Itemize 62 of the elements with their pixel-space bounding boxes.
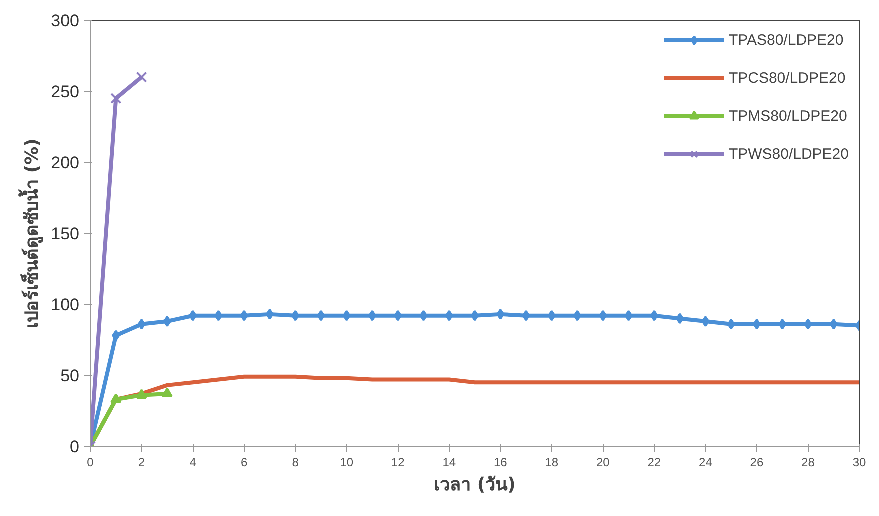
x-tick-label: 14: [442, 456, 456, 470]
x-tick-label: 22: [648, 456, 662, 470]
legend-label: TPWS80/LDPE20: [728, 146, 849, 162]
point: [292, 310, 300, 322]
point: [138, 318, 146, 330]
point: [162, 388, 173, 398]
point: [752, 318, 761, 330]
legend-label: TPAS80/LDPE20: [728, 32, 844, 48]
x-tick-label: 12: [391, 456, 406, 470]
legend-label: TPMS80/LDPE20: [728, 108, 848, 124]
point: [420, 310, 428, 322]
point: [342, 310, 351, 322]
x-tick-label: 10: [340, 456, 354, 470]
point: [574, 310, 582, 322]
point: [240, 310, 248, 322]
point: [189, 310, 198, 322]
point: [624, 310, 633, 322]
y-tick-label: 250: [51, 82, 80, 102]
x-tick-label: 8: [292, 456, 300, 470]
point: [599, 310, 608, 322]
x-tick-label: 6: [240, 456, 248, 470]
x-tick-label: 18: [545, 456, 559, 470]
point: [394, 310, 402, 322]
point: [110, 93, 122, 104]
point: [548, 310, 556, 322]
y-tick-label: 100: [51, 296, 80, 314]
x-tick-label: 4: [190, 456, 197, 470]
point: [110, 393, 122, 404]
point: [676, 313, 684, 324]
point: [136, 72, 148, 83]
x-tick-label: 28: [802, 456, 816, 470]
point: [445, 310, 454, 322]
y-tick-label: 300: [51, 12, 80, 30]
point: [266, 308, 274, 320]
y-tick-label: 50: [60, 366, 80, 386]
x-tick-label: 2: [138, 456, 146, 470]
point: [496, 308, 505, 320]
y-tick-label: 200: [51, 154, 80, 172]
point: [163, 316, 172, 328]
y-axis-title: เปอร์เซ็นต์ดูดซับน้ำ (%): [18, 138, 44, 328]
point: [214, 310, 223, 322]
x-tick-label: 0: [87, 456, 94, 470]
point: [650, 310, 658, 322]
point: [804, 318, 812, 330]
x-tick-label: 20: [596, 456, 610, 470]
y-tick-label: 150: [51, 224, 80, 244]
point: [317, 310, 326, 322]
point: [112, 330, 120, 342]
point: [830, 318, 838, 330]
y-tick-label: 0: [70, 438, 80, 456]
point: [778, 318, 787, 330]
x-tick-label: 30: [852, 456, 866, 470]
x-tick-label: 26: [750, 456, 764, 470]
legend-label: TPCS80/LDPE20: [728, 70, 846, 86]
x-tick-label: 24: [699, 456, 713, 470]
point: [702, 316, 710, 328]
x-axis-title: เวลา (วัน): [434, 474, 516, 496]
x-tick-label: 16: [494, 456, 508, 470]
point: [727, 318, 736, 330]
point: [368, 310, 376, 322]
point: [522, 310, 530, 322]
point: [136, 389, 148, 399]
